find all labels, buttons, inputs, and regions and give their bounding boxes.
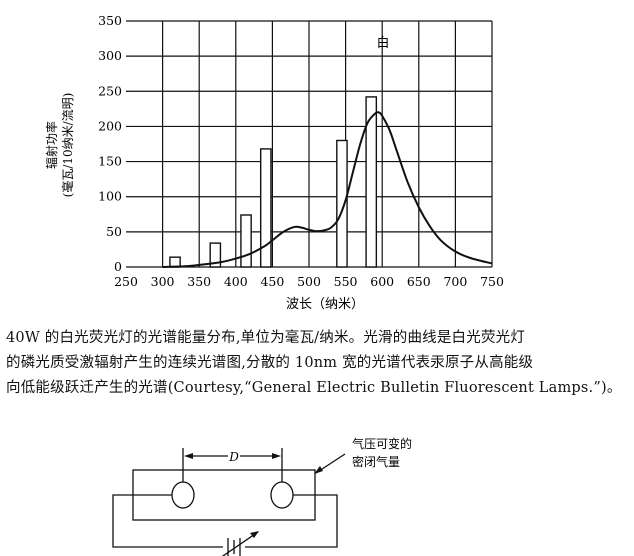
note-line: 气压可变的 <box>352 436 412 451</box>
x-tick-label: 450 <box>260 274 284 289</box>
x-tick-label: 550 <box>334 274 358 289</box>
caption-line: 的磷光质受激辐射产生的连续光谱图,分散的 10nm 宽的光谱代表汞原子从高能级 <box>6 355 534 371</box>
y-axis-label-line2: (毫瓦/10纳米/流明) <box>60 93 75 198</box>
spectral-line-bar <box>365 96 378 268</box>
y-tick-label: 150 <box>98 154 122 169</box>
x-tick-label: 700 <box>443 274 467 289</box>
y-tick-label: 100 <box>98 189 122 204</box>
x-tick-labels: 250 300 350 400 450 500 550 600 650 700 750 <box>114 274 504 289</box>
spectrum-chart: 250 300 350 400 450 500 550 600 650 700 750 0 50 100… <box>44 13 504 312</box>
distance-label: D <box>228 450 239 464</box>
note-line: 密闭气量 <box>352 454 400 469</box>
y-tick-label: 250 <box>98 83 122 98</box>
curve-annotation: 白 <box>376 35 389 51</box>
circuit-wire <box>112 494 223 548</box>
spectral-line-bar <box>169 256 181 268</box>
x-tick-label: 300 <box>151 274 175 289</box>
y-axis-label-line1: 辐射功率 <box>44 121 59 169</box>
x-tick-label: 500 <box>297 274 321 289</box>
x-tick-label: 350 <box>187 274 211 289</box>
y-tick-label: 300 <box>98 48 122 63</box>
circuit-wire <box>245 494 338 548</box>
spectral-line-bar <box>209 242 222 268</box>
y-tick-label: 50 <box>106 224 122 239</box>
spectral-line-bar <box>259 148 272 268</box>
variable-arrow-icon <box>221 531 259 556</box>
x-tick-label: 250 <box>114 274 138 289</box>
y-tick-label: 0 <box>114 259 122 274</box>
line-spectrum-bars <box>169 96 378 268</box>
spectral-line-bar <box>240 214 252 268</box>
caption-line: 40W 的白光荧光灯的光谱能量分布,单位为毫瓦/纳米。光滑的曲线是白光荧光灯 <box>6 330 526 346</box>
left-electrode <box>171 481 195 509</box>
x-tick-label: 750 <box>480 274 504 289</box>
x-axis-label: 波长（纳米） <box>286 297 364 312</box>
right-electrode <box>270 481 294 509</box>
spectral-line-bar <box>336 139 348 268</box>
y-tick-label: 200 <box>98 118 122 133</box>
x-tick-label: 600 <box>370 274 394 289</box>
gas-discharge-tube-diagram: D 气压可变的 密闭气量 <box>112 436 412 556</box>
x-tick-label: 650 <box>407 274 431 289</box>
caption-line: 向低能级跃迁产生的光谱(Courtesy,“General Electric B… <box>6 380 622 396</box>
x-tick-label: 400 <box>224 274 248 289</box>
figure-caption: 40W 的白光荧光灯的光谱能量分布,单位为毫瓦/纳米。光滑的曲线是白光荧光灯 的… <box>6 326 630 401</box>
continuous-spectrum-curve <box>162 111 493 268</box>
y-tick-labels: 0 50 100 150 200 250 300 350 <box>98 13 122 274</box>
y-tick-label: 350 <box>98 13 122 28</box>
